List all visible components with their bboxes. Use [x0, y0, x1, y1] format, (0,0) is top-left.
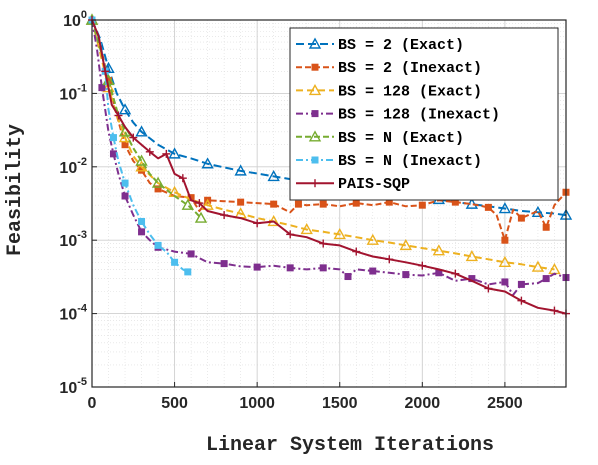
square-marker: [311, 63, 319, 71]
y-axis-label: Feasibility: [4, 124, 27, 256]
legend-label: BS = 128 (Exact): [338, 83, 482, 100]
triangle-marker: [531, 260, 545, 272]
triangle-marker: [308, 83, 322, 96]
triangle-marker: [498, 255, 512, 267]
triangle-marker: [181, 198, 194, 210]
square-marker: [184, 268, 192, 276]
square-marker: [138, 228, 146, 236]
y-tick-label: 100: [63, 9, 87, 30]
triangle-marker: [498, 202, 512, 214]
square-marker: [121, 192, 129, 200]
legend-item-2: BS = 2 (Inexact): [296, 60, 482, 77]
legend-label: BS = N (Exact): [338, 130, 464, 147]
triangle-marker: [333, 227, 346, 240]
square-marker: [501, 236, 509, 244]
y-tick-label: 10-5: [59, 376, 87, 397]
square-marker: [484, 203, 492, 211]
square-marker: [501, 278, 509, 286]
square-marker: [121, 179, 129, 187]
triangle-marker: [135, 125, 148, 137]
y-tick-label: 10-4: [59, 303, 87, 324]
legend-item-1: BS = 2 (Exact): [296, 37, 464, 54]
legend-item-6: BS = N (Inexact): [296, 153, 482, 170]
square-marker: [418, 201, 426, 209]
square-marker: [286, 264, 294, 272]
y-tick-label: 10-2: [59, 156, 87, 177]
plot-frame: [91, 19, 567, 388]
y-tick-label: 10-1: [59, 82, 87, 103]
triangle-marker: [201, 198, 214, 210]
square-marker: [270, 200, 278, 208]
legend-item-5: BS = N (Exact): [296, 130, 464, 147]
legend: BS = 2 (Exact) BS = 2 (Inexact) BS = 128 (…: [289, 27, 559, 201]
triangle-marker: [308, 37, 322, 49]
square-marker: [171, 258, 179, 266]
legend-item-3: BS = 128 (Exact): [296, 83, 482, 100]
triangle-marker: [201, 157, 214, 169]
series-line: [91, 19, 567, 217]
square-marker: [98, 84, 106, 92]
square-marker: [311, 156, 319, 164]
x-tick-label: 1000: [239, 395, 275, 412]
legend-label: BS = 2 (Inexact): [338, 60, 482, 77]
legend-label: BS = 2 (Exact): [338, 37, 464, 54]
square-marker: [352, 199, 360, 207]
triangle-marker: [168, 147, 181, 159]
square-marker: [138, 217, 146, 225]
x-tick-labels: 0 500 1000 1500 2000 2500: [88, 395, 523, 412]
series-line: [91, 19, 567, 315]
triangle-marker: [151, 176, 165, 188]
legend-label: BS = N (Inexact): [338, 153, 482, 170]
triangle-marker: [465, 250, 479, 262]
square-marker: [294, 200, 302, 208]
square-marker: [154, 241, 162, 249]
square-marker: [154, 185, 162, 193]
legend-label: PAIS-SQP: [338, 176, 410, 193]
x-tick-label: 500: [161, 395, 188, 412]
triangle-marker: [399, 238, 412, 251]
x-tick-label: 2000: [405, 395, 441, 412]
series-line: [91, 19, 567, 242]
x-tick-label: 2500: [487, 395, 523, 412]
square-marker: [369, 267, 377, 275]
square-marker: [319, 264, 327, 272]
triangle-marker: [194, 211, 208, 223]
x-tick-label: 1500: [322, 395, 358, 412]
series-line: [91, 19, 567, 296]
legend-box: [289, 27, 559, 201]
square-marker: [253, 263, 261, 271]
square-marker: [319, 200, 327, 208]
triangle-marker: [308, 130, 322, 142]
axis-ticks: [91, 19, 506, 388]
square-marker: [109, 150, 117, 158]
triangle-marker: [267, 169, 280, 182]
x-tick-label: 0: [88, 395, 97, 412]
triangle-marker: [118, 103, 132, 115]
square-marker: [542, 275, 550, 283]
triangle-marker: [366, 233, 379, 245]
legend-item-4: BS = 128 (Inexact): [296, 107, 500, 124]
triangle-marker: [432, 244, 446, 256]
square-marker: [220, 260, 228, 268]
square-marker: [237, 198, 245, 206]
square-marker: [542, 223, 550, 231]
y-tick-label: 10-3: [59, 229, 87, 250]
x-axis-label: Linear System Iterations: [206, 434, 494, 457]
square-marker: [311, 110, 319, 118]
legend-item-7: PAIS-SQP: [296, 176, 410, 193]
square-marker: [402, 271, 410, 279]
square-marker: [344, 273, 352, 281]
triangle-marker: [234, 164, 247, 176]
square-marker: [187, 250, 195, 258]
legend-label: BS = 128 (Inexact): [338, 107, 500, 124]
square-marker: [517, 280, 525, 288]
series-line: [91, 19, 189, 273]
triangle-marker: [300, 223, 313, 235]
triangle-marker: [135, 154, 148, 166]
square-marker: [109, 134, 117, 142]
y-tick-labels: 100 10-1 10-2 10-3 10-4 10-5: [59, 9, 87, 397]
square-marker: [517, 214, 525, 222]
